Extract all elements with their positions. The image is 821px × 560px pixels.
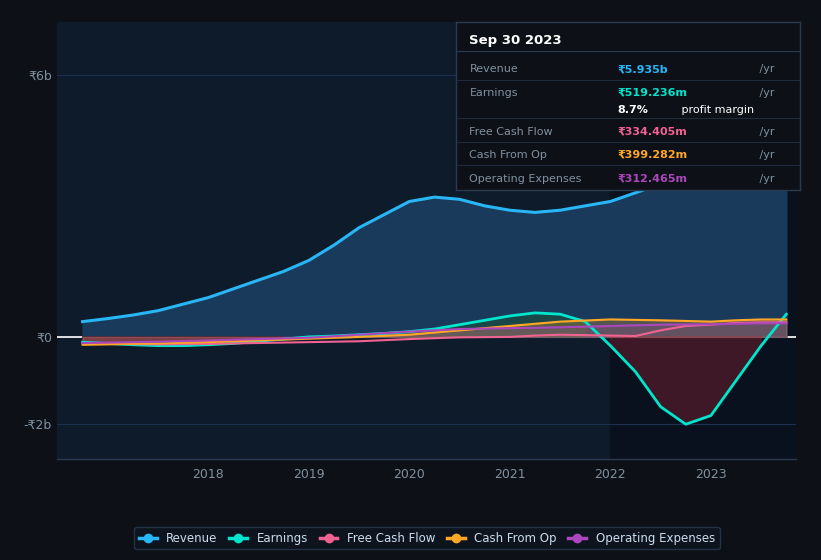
Text: ₹399.282m: ₹399.282m	[617, 150, 688, 160]
Text: Cash From Op: Cash From Op	[470, 150, 548, 160]
Text: Operating Expenses: Operating Expenses	[470, 174, 582, 184]
Text: Earnings: Earnings	[470, 88, 518, 98]
Text: profit margin: profit margin	[678, 105, 754, 115]
Legend: Revenue, Earnings, Free Cash Flow, Cash From Op, Operating Expenses: Revenue, Earnings, Free Cash Flow, Cash …	[135, 527, 719, 549]
Text: ₹334.405m: ₹334.405m	[617, 127, 687, 137]
Text: ₹519.236m: ₹519.236m	[617, 88, 688, 98]
Text: Revenue: Revenue	[470, 64, 518, 74]
Text: /yr: /yr	[755, 174, 774, 184]
Bar	[610, 22, 796, 459]
Text: ₹5.935b: ₹5.935b	[617, 64, 668, 74]
Text: ₹312.465m: ₹312.465m	[617, 174, 688, 184]
Text: Sep 30 2023: Sep 30 2023	[470, 34, 562, 47]
Text: /yr: /yr	[755, 64, 774, 74]
Text: /yr: /yr	[755, 127, 774, 137]
Text: /yr: /yr	[755, 150, 774, 160]
Text: 8.7%: 8.7%	[617, 105, 649, 115]
Text: Free Cash Flow: Free Cash Flow	[470, 127, 553, 137]
Text: /yr: /yr	[755, 88, 774, 98]
